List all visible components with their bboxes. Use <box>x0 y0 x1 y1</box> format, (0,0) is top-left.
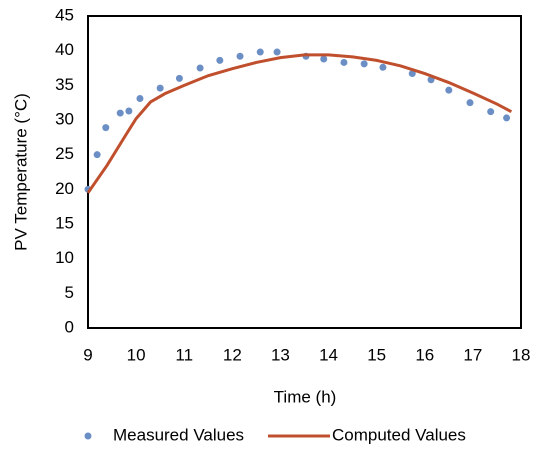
point <box>320 55 328 63</box>
x-tick-label: 9 <box>83 345 92 364</box>
legend-marker <box>84 432 92 440</box>
plot-frame <box>87 15 522 329</box>
point <box>379 63 387 71</box>
point <box>196 64 204 72</box>
line <box>86 53 513 194</box>
point <box>175 74 183 82</box>
y-tick-label: 40 <box>55 40 74 59</box>
y-tick-label: 10 <box>55 248 74 267</box>
y-tick-label: 25 <box>55 144 74 163</box>
x-tick-label: 18 <box>512 345 531 364</box>
y-tick-label: 0 <box>65 317 74 336</box>
x-tick-label: 15 <box>367 345 386 364</box>
y-tick-label: 20 <box>55 179 74 198</box>
point <box>102 124 110 132</box>
point <box>256 48 264 56</box>
y-tick-label: 45 <box>55 5 74 24</box>
point <box>503 114 511 122</box>
x-tick-label: 11 <box>175 345 193 364</box>
point <box>360 60 368 68</box>
point <box>408 70 416 78</box>
y-tick-label: 35 <box>55 75 74 94</box>
point <box>273 48 281 56</box>
point <box>116 109 124 117</box>
x-tick-label: 14 <box>319 345 338 364</box>
y-axis-title: PV Temperature (°C) <box>11 93 30 251</box>
x-tick-label: 17 <box>463 345 482 364</box>
x-axis-title: Time (h) <box>274 387 337 406</box>
point <box>125 107 133 115</box>
y-tick-label: 5 <box>65 283 74 302</box>
legend-label: Measured Values <box>113 425 244 444</box>
x-tick-label: 12 <box>223 345 242 364</box>
y-tick-label: 15 <box>55 213 74 232</box>
point <box>466 99 474 107</box>
x-tick-label: 10 <box>127 345 146 364</box>
y-tick-label: 30 <box>55 109 74 128</box>
legend-label: Computed Values <box>332 425 466 444</box>
x-tick-label: 13 <box>271 345 290 364</box>
x-tick-label: 16 <box>415 345 434 364</box>
point <box>216 56 224 64</box>
point <box>236 52 244 60</box>
point <box>136 95 144 103</box>
point <box>156 84 164 92</box>
point <box>487 108 495 116</box>
point <box>93 151 101 159</box>
point <box>445 86 453 94</box>
point <box>340 58 348 66</box>
